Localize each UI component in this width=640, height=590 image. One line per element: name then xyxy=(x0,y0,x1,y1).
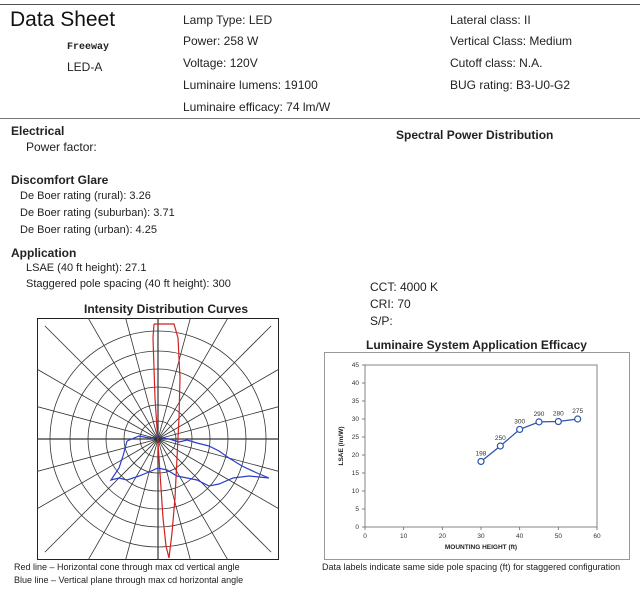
lsae-data-label: 300 xyxy=(514,418,525,425)
lsae-value: LSAE (40 ft height): 27.1 xyxy=(26,262,147,274)
road-type: Freeway xyxy=(67,42,110,53)
spectral-heading: Spectral Power Distribution xyxy=(396,128,554,142)
x-axis-label: MOUNTING HEIGHT (ft) xyxy=(445,544,517,551)
glare-heading: Discomfort Glare xyxy=(11,173,109,187)
intensity-title: Intensity Distribution Curves xyxy=(84,302,249,316)
cutoff-class: Cutoff class: N.A. xyxy=(450,56,543,70)
lsae-data-label: 280 xyxy=(553,411,564,418)
power-factor: Power factor: xyxy=(26,140,97,154)
bug-rating: BUG rating: B3-U0-G2 xyxy=(450,78,571,92)
x-tick-label: 0 xyxy=(363,533,367,540)
y-tick-label: 45 xyxy=(352,362,360,369)
y-tick-label: 40 xyxy=(352,380,360,387)
lsae-data-point xyxy=(496,442,504,450)
x-tick-label: 20 xyxy=(439,533,447,540)
y-tick-label: 15 xyxy=(352,470,360,477)
model-name: LED-A xyxy=(67,60,103,74)
luminaire-lumens: Luminaire lumens: 19100 xyxy=(183,78,318,92)
glare-suburban: De Boer rating (suburban): 3.71 xyxy=(20,207,175,219)
y-tick-label: 0 xyxy=(355,524,359,531)
voltage: Voltage: 120V xyxy=(183,56,258,70)
lsae-series: 198 250 300 290 280 275 xyxy=(476,408,583,466)
lsae-chart: 0 10 20 30 40 50 60 0 5 10 15 20 25 30 35 40 45 198 250 30… xyxy=(324,352,630,560)
y-tick-label: 35 xyxy=(352,398,360,405)
y-tick-label: 30 xyxy=(352,416,360,423)
x-tick-label: 50 xyxy=(555,533,563,540)
red-horizontal-cone-curve xyxy=(152,323,181,559)
blue-vertical-plane-curve xyxy=(109,435,270,487)
lsae-axes: 0 10 20 30 40 50 60 0 5 10 15 20 25 30 35 40 45 xyxy=(352,362,601,540)
x-tick-label: 30 xyxy=(477,533,485,540)
y-tick-label: 25 xyxy=(352,434,360,441)
sp-ratio: S/P: xyxy=(370,314,393,328)
lsae-data-label: 198 xyxy=(476,450,487,457)
pole-spacing: Staggered pole spacing (40 ft height): 3… xyxy=(26,278,231,290)
x-tick-label: 60 xyxy=(593,533,601,540)
x-tick-label: 40 xyxy=(516,533,524,540)
y-axis-label: LSAE (lm/W) xyxy=(338,427,345,466)
luminaire-efficacy: Luminaire efficacy: 74 lm/W xyxy=(183,100,331,114)
x-tick-label: 10 xyxy=(400,533,408,540)
lsae-data-point xyxy=(574,415,582,423)
data-labels-note: Data labels indicate same side pole spac… xyxy=(322,562,621,572)
glare-rural: De Boer rating (rural): 3.26 xyxy=(20,190,151,202)
lsae-data-label: 275 xyxy=(572,408,583,415)
blue-line-note: Blue line – Vertical plane through max c… xyxy=(14,575,244,585)
y-tick-label: 10 xyxy=(352,488,360,495)
lsae-data-point xyxy=(477,457,485,466)
glare-urban: De Boer rating (urban): 4.25 xyxy=(20,224,157,236)
y-tick-label: 20 xyxy=(352,452,360,459)
cri: CRI: 70 xyxy=(370,297,411,311)
lsae-data-point xyxy=(535,418,543,426)
efficacy-chart-title: Luminaire System Application Efficacy xyxy=(366,338,587,352)
cct: CCT: 4000 K xyxy=(370,280,439,294)
electrical-heading: Electrical xyxy=(11,124,65,138)
page-title: Data Sheet xyxy=(10,8,116,31)
header-bottom-rule xyxy=(0,118,640,119)
y-tick-label: 5 xyxy=(355,506,359,513)
vertical-class: Vertical Class: Medium xyxy=(450,34,573,48)
lsae-data-point xyxy=(516,425,524,434)
header-top-rule xyxy=(0,4,640,5)
red-line-note: Red line – Horizontal cone through max c… xyxy=(14,562,240,572)
lateral-class: Lateral class: II xyxy=(450,13,531,27)
lsae-data-label: 250 xyxy=(495,435,506,442)
lsae-data-point xyxy=(554,417,562,426)
lsae-data-label: 290 xyxy=(534,411,545,418)
lamp-type: Lamp Type: LED xyxy=(183,13,273,27)
intensity-polar-chart xyxy=(37,318,279,560)
application-heading: Application xyxy=(11,246,77,260)
power: Power: 258 W xyxy=(183,34,259,48)
